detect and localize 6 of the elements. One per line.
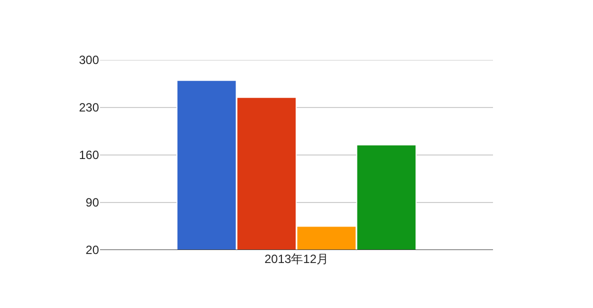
x-tick-label: 2013年12月 — [264, 252, 329, 266]
y-tick-label: 230 — [78, 100, 100, 115]
y-tick-label: 300 — [78, 53, 100, 68]
y-tick-label: 90 — [86, 196, 100, 210]
y-tick-label: 160 — [78, 148, 100, 162]
y-tick-label: 20 — [86, 243, 100, 258]
